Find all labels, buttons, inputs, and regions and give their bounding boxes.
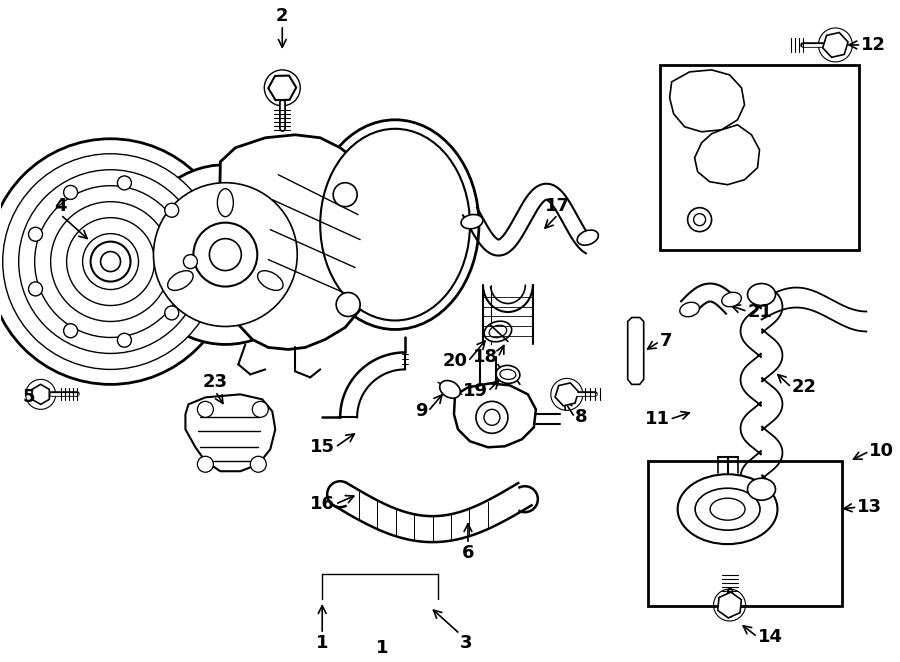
Circle shape [0, 139, 233, 385]
Circle shape [165, 306, 179, 320]
Ellipse shape [320, 129, 470, 320]
Circle shape [3, 154, 219, 369]
Ellipse shape [461, 214, 482, 229]
Circle shape [117, 333, 131, 348]
Text: 23: 23 [202, 373, 228, 391]
Circle shape [688, 208, 712, 232]
Ellipse shape [440, 381, 460, 399]
Text: 8: 8 [575, 408, 588, 426]
Polygon shape [627, 318, 644, 385]
Bar [660, 65, 859, 250]
Circle shape [694, 214, 706, 226]
Circle shape [91, 242, 130, 281]
Text: 10: 10 [869, 442, 895, 460]
Ellipse shape [218, 189, 233, 216]
Text: 21: 21 [748, 303, 772, 320]
Ellipse shape [167, 271, 194, 291]
Ellipse shape [577, 230, 598, 245]
Ellipse shape [748, 478, 776, 500]
Circle shape [476, 401, 508, 434]
Text: 4: 4 [54, 197, 67, 214]
Ellipse shape [748, 283, 776, 305]
Text: 5: 5 [22, 389, 35, 406]
Ellipse shape [489, 325, 507, 338]
Ellipse shape [500, 369, 516, 379]
Circle shape [197, 456, 213, 472]
Text: 9: 9 [416, 402, 428, 420]
Circle shape [250, 456, 266, 472]
Text: 19: 19 [463, 383, 488, 401]
Circle shape [29, 282, 42, 296]
Circle shape [337, 293, 360, 316]
Circle shape [35, 186, 186, 338]
Text: 13: 13 [858, 498, 882, 516]
Bar [648, 461, 842, 606]
Circle shape [333, 183, 357, 207]
Ellipse shape [484, 321, 512, 342]
Circle shape [154, 183, 297, 326]
Circle shape [64, 324, 77, 338]
Circle shape [64, 185, 77, 199]
Text: 17: 17 [545, 197, 571, 214]
Polygon shape [454, 383, 536, 448]
Text: 2: 2 [276, 7, 289, 25]
Text: 22: 22 [791, 379, 816, 397]
Polygon shape [219, 135, 378, 350]
Ellipse shape [710, 498, 745, 520]
Text: 1: 1 [376, 639, 389, 657]
Circle shape [29, 227, 42, 241]
Circle shape [117, 176, 131, 190]
Circle shape [252, 401, 268, 417]
Text: 18: 18 [472, 348, 498, 367]
Ellipse shape [678, 474, 778, 544]
Text: 15: 15 [310, 438, 335, 456]
Circle shape [184, 255, 197, 269]
Text: 16: 16 [310, 495, 335, 513]
Circle shape [136, 165, 315, 344]
Text: 12: 12 [861, 36, 886, 54]
Polygon shape [185, 395, 275, 471]
Circle shape [197, 401, 213, 417]
Ellipse shape [722, 293, 742, 307]
Circle shape [194, 222, 257, 287]
Text: 11: 11 [644, 410, 670, 428]
Circle shape [83, 234, 139, 289]
Circle shape [50, 202, 170, 322]
Text: 20: 20 [443, 352, 468, 371]
Ellipse shape [496, 365, 520, 383]
Circle shape [101, 252, 121, 271]
Circle shape [210, 238, 241, 271]
Text: 3: 3 [460, 634, 473, 652]
Text: 7: 7 [660, 332, 672, 350]
Text: 14: 14 [758, 628, 782, 646]
Polygon shape [695, 125, 760, 185]
Circle shape [67, 218, 155, 305]
Ellipse shape [695, 488, 760, 530]
Circle shape [19, 169, 203, 354]
Circle shape [165, 203, 179, 217]
Polygon shape [670, 70, 744, 132]
Ellipse shape [311, 120, 479, 330]
Circle shape [484, 409, 500, 425]
Text: 6: 6 [462, 544, 474, 562]
Text: 1: 1 [316, 634, 328, 652]
Ellipse shape [257, 271, 284, 291]
Ellipse shape [680, 303, 699, 316]
